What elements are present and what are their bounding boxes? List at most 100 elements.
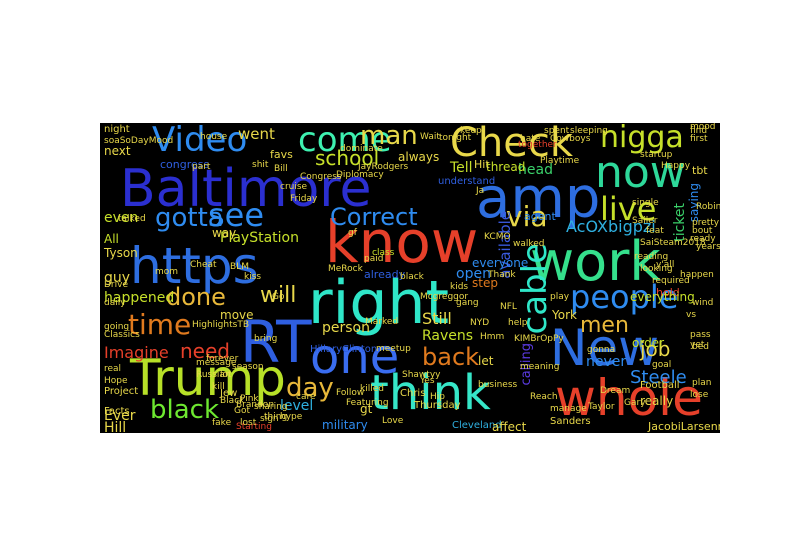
word-196: Shawtyy (402, 370, 441, 380)
word-162: hype (280, 412, 303, 422)
word-160: sharing (254, 402, 288, 412)
word-104: happen (680, 270, 714, 280)
word-191: cruise (280, 182, 308, 192)
word-205: mom (155, 267, 179, 277)
word-199: walked (513, 239, 545, 249)
word-202: Gary (624, 398, 646, 408)
word-41: Imagine (104, 343, 169, 362)
word-187: NYD (470, 318, 490, 328)
word-122: Sailer (632, 216, 658, 226)
word-167: Hope (104, 376, 128, 386)
word-171: JayRodgers (358, 162, 409, 172)
word-83: Hit (474, 158, 490, 171)
word-82: favs (270, 148, 293, 161)
word-177: help (508, 318, 528, 328)
word-111: mood (690, 123, 716, 132)
word-7: New (550, 319, 660, 377)
word-172: hate (520, 134, 541, 144)
word-56: Ever (104, 408, 136, 424)
word-40: Ravens (422, 328, 474, 344)
word-98: Drive (104, 280, 128, 290)
word-9: think (370, 365, 491, 421)
word-175: Thank (488, 270, 516, 280)
word-103: y'all (656, 260, 675, 270)
word-88: Starting (236, 422, 272, 432)
word-146: reading (634, 252, 669, 262)
word-78: Facts (104, 406, 130, 417)
word-154: Robinson (696, 202, 720, 212)
word-38: went (238, 125, 275, 143)
word-186: gang (456, 298, 479, 308)
word-42: happened (104, 290, 175, 306)
word-77: let (478, 354, 494, 368)
word-23: gotta (155, 203, 224, 233)
word-16: come (298, 123, 392, 160)
word-165: Black (220, 396, 245, 406)
word-cloud: Baltimore https right know amp Check work New wh… (100, 123, 720, 433)
word-145: bout (692, 226, 713, 236)
word-97: daily (104, 298, 126, 308)
word-152: Taylor (588, 402, 615, 412)
word-135: fake (212, 418, 232, 428)
word-34: Steele (630, 367, 687, 388)
word-127: part (192, 162, 211, 172)
word-173: Playtime (540, 156, 580, 166)
word-206: HighlightsTB (192, 320, 249, 330)
word-174: KCMO (484, 232, 511, 242)
word-112: Classics (104, 330, 140, 340)
word-57: Hill (104, 420, 127, 433)
word-128: together (518, 140, 557, 150)
word-181: Yes (420, 376, 435, 386)
word-1: https (130, 237, 259, 295)
word-190: kiss (244, 272, 262, 282)
word-24: school (315, 146, 380, 170)
word-182: Hip (430, 392, 445, 402)
word-74: hold (656, 286, 680, 299)
word-15: Video (152, 123, 248, 160)
word-180: Reach (530, 392, 558, 402)
word-134: message (196, 358, 237, 368)
word-58: thread (486, 160, 526, 174)
word-138: Wait (420, 132, 440, 142)
word-39: level (280, 398, 314, 414)
word-61: really (640, 394, 674, 408)
word-108: looking (640, 264, 673, 274)
word-116: lot (220, 370, 232, 380)
word-49: Tell (450, 160, 473, 176)
word-136: Dream (600, 386, 631, 396)
word-60: order (632, 336, 664, 350)
word-179: meaning (520, 362, 560, 372)
word-63: step (472, 276, 498, 290)
word-109: first (690, 134, 708, 144)
word-155: soaSoDayMood (104, 136, 174, 146)
word-185: kids (450, 282, 469, 292)
word-113: real (104, 364, 122, 374)
word-133: dominate (340, 144, 383, 154)
word-89: night (104, 124, 130, 135)
word-100: bring (254, 334, 278, 344)
word-76: tbt (692, 164, 708, 177)
word-176: NFL (500, 302, 517, 312)
word-102: kill (212, 382, 225, 392)
word-121: single (632, 198, 659, 208)
word-21: man (360, 123, 418, 151)
word-14: now (595, 147, 686, 198)
word-105: required (652, 276, 690, 286)
word-37: PlayStation (220, 230, 299, 246)
word-18: people (570, 278, 679, 316)
word-86: Football (640, 380, 680, 391)
word-106: goal (652, 360, 672, 370)
word-107: lose (690, 390, 709, 400)
word-20: nigga (600, 123, 684, 155)
word-87: Project (104, 386, 139, 397)
word-2: right (308, 268, 449, 338)
word-95: Jew (220, 388, 238, 399)
word-8: whole (555, 369, 703, 427)
word-85: Sanders (550, 416, 591, 427)
word-150: spent (544, 126, 570, 136)
word-170: Bill (274, 164, 288, 174)
word-65: move (220, 308, 254, 322)
word-158: care (296, 392, 316, 402)
word-101: Follow (336, 388, 365, 398)
word-79: Tyson (104, 246, 138, 260)
